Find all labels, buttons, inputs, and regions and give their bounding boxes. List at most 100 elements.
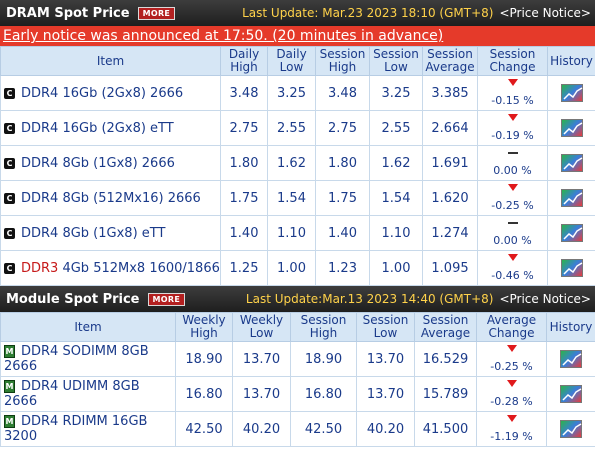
weekly-low-cell: 13.70: [232, 341, 291, 377]
change-value: -0.19 %: [491, 129, 534, 142]
change-cell: -0.19 %: [477, 110, 548, 146]
history-chart-icon[interactable]: [560, 420, 582, 438]
session-avg-cell: 15.789: [414, 376, 477, 412]
history-chart-icon[interactable]: [560, 154, 583, 172]
change-value: -0.25 %: [491, 199, 534, 212]
table-row: C DDR4 8Gb (512Mx16) 2666 1.75 1.54 1.75 1.54…: [0, 180, 595, 216]
change-cell: -0.25 %: [476, 341, 547, 377]
col-session-high: Session High: [290, 312, 357, 342]
session-high-cell: 16.80: [290, 376, 357, 412]
dram-chip-icon: C: [4, 87, 15, 99]
weekly-high-cell: 18.90: [175, 341, 233, 377]
table-row: M DDR4 RDIMM 16GB 3200 42.50 40.20 42.50 40.2…: [0, 411, 595, 447]
item-name-link[interactable]: DDR4 16Gb (2Gx8) eTT: [21, 120, 174, 136]
item-name-link[interactable]: DDR4 RDIMM 16GB 3200: [4, 414, 148, 444]
change-value: -0.15 %: [491, 94, 534, 107]
col-history: History: [547, 46, 595, 76]
flat-dash-icon: [507, 152, 518, 154]
session-low-cell: 1.54: [369, 180, 423, 216]
daily-high-cell: 1.75: [220, 180, 268, 216]
change-value: -0.25 %: [490, 360, 533, 373]
daily-low-cell: 1.62: [267, 145, 316, 181]
change-cell: -0.25 %: [477, 180, 548, 216]
col-weekly-high: Weekly High: [175, 312, 233, 342]
history-chart-icon[interactable]: [560, 385, 582, 403]
memory-module-icon: M: [4, 415, 15, 428]
change-cell: -1.19 %: [476, 411, 547, 447]
col-session-average: Session Average: [422, 46, 478, 76]
session-avg-cell: 1.274: [422, 215, 478, 251]
module-more-button[interactable]: MORE: [147, 292, 186, 306]
dram-last-update: Last Update: Mar.23 2023 18:10 (GMT+8): [242, 6, 494, 20]
module-header-bar: Module Spot Price MORE Last Update:Mar.1…: [0, 286, 595, 312]
item-cell: C DDR4 8Gb (1Gx8) eTT: [0, 215, 221, 251]
session-avg-cell: 1.620: [422, 180, 478, 216]
change-cell: 0.00 %: [477, 145, 548, 181]
col-weekly-low: Weekly Low: [232, 312, 291, 342]
session-avg-cell: 41.500: [414, 411, 477, 447]
early-notice-banner: Early notice was announced at 17:50. (20…: [0, 26, 595, 46]
session-high-cell: 2.75: [315, 110, 370, 146]
early-notice-link[interactable]: Early notice was announced at 17:50. (20…: [3, 28, 444, 44]
item-name-link[interactable]: DDR4 8Gb (512Mx16) 2666: [21, 190, 201, 206]
dram-price-table: Item Daily High Daily Low Session High S…: [0, 46, 595, 286]
down-arrow-icon: [506, 345, 517, 352]
history-chart-icon[interactable]: [560, 189, 583, 207]
session-avg-cell: 2.664: [422, 110, 478, 146]
item-cell: C DDR4 8Gb (1Gx8) 2666: [0, 145, 221, 181]
history-chart-icon[interactable]: [560, 350, 582, 368]
dram-chip-icon: C: [4, 122, 15, 134]
daily-low-cell: 2.55: [267, 110, 316, 146]
history-chart-icon[interactable]: [560, 259, 583, 277]
down-arrow-icon: [507, 184, 518, 191]
history-chart-icon[interactable]: [560, 119, 583, 137]
session-avg-cell: 1.691: [422, 145, 478, 181]
dram-chip-icon: C: [4, 227, 15, 239]
session-high-cell: 1.40: [315, 215, 370, 251]
change-value: 0.00 %: [493, 234, 532, 247]
history-chart-icon[interactable]: [560, 224, 583, 242]
history-cell: [547, 250, 595, 286]
item-name-link[interactable]: DDR4 8Gb (1Gx8) eTT: [21, 225, 166, 241]
item-prefix[interactable]: DDR3: [21, 260, 59, 276]
dram-chip-icon: C: [4, 157, 15, 169]
session-low-cell: 40.20: [356, 411, 415, 447]
down-arrow-icon: [507, 114, 518, 121]
table-row: M DDR4 SODIMM 8GB 2666 18.90 13.70 18.90 13.7…: [0, 341, 595, 377]
item-cell: M DDR4 UDIMM 8GB 2666: [0, 376, 176, 412]
history-cell: [546, 411, 595, 447]
change-cell: -0.28 %: [476, 376, 547, 412]
memory-module-icon: M: [4, 345, 15, 358]
item-cell: C DDR4 16Gb (2Gx8) eTT: [0, 110, 221, 146]
session-low-cell: 3.25: [369, 75, 423, 111]
history-cell: [546, 376, 595, 412]
item-name-link[interactable]: 4Gb 512Mx8 1600/1866: [58, 260, 220, 276]
daily-low-cell: 1.00: [267, 250, 316, 286]
session-high-cell: 1.75: [315, 180, 370, 216]
memory-module-icon: M: [4, 380, 15, 393]
item-name-link[interactable]: DDR4 UDIMM 8GB 2666: [4, 379, 140, 409]
dram-price-notice-link[interactable]: <Price Notice>: [499, 6, 591, 20]
weekly-high-cell: 42.50: [175, 411, 233, 447]
item-name-link[interactable]: DDR4 16Gb (2Gx8) 2666: [21, 85, 184, 101]
dram-header-bar: DRAM Spot Price MORE Last Update: Mar.23…: [0, 0, 595, 26]
change-value: -0.46 %: [491, 269, 534, 282]
change-value: -0.28 %: [490, 395, 533, 408]
down-arrow-icon: [507, 79, 518, 86]
history-chart-icon[interactable]: [560, 84, 583, 102]
item-cell: M DDR4 RDIMM 16GB 3200: [0, 411, 176, 447]
session-low-cell: 13.70: [356, 376, 415, 412]
history-cell: [547, 75, 595, 111]
dram-more-button[interactable]: MORE: [137, 6, 176, 20]
change-cell: -0.46 %: [477, 250, 548, 286]
session-high-cell: 1.23: [315, 250, 370, 286]
module-price-notice-link[interactable]: <Price Notice>: [499, 292, 591, 306]
item-name-link[interactable]: DDR4 SODIMM 8GB 2666: [4, 344, 149, 374]
item-name-link[interactable]: DDR4 8Gb (1Gx8) 2666: [21, 155, 175, 171]
weekly-high-cell: 16.80: [175, 376, 233, 412]
change-cell: 0.00 %: [477, 215, 548, 251]
daily-high-cell: 1.25: [220, 250, 268, 286]
session-avg-cell: 16.529: [414, 341, 477, 377]
col-average-change: Average Change: [476, 312, 547, 342]
